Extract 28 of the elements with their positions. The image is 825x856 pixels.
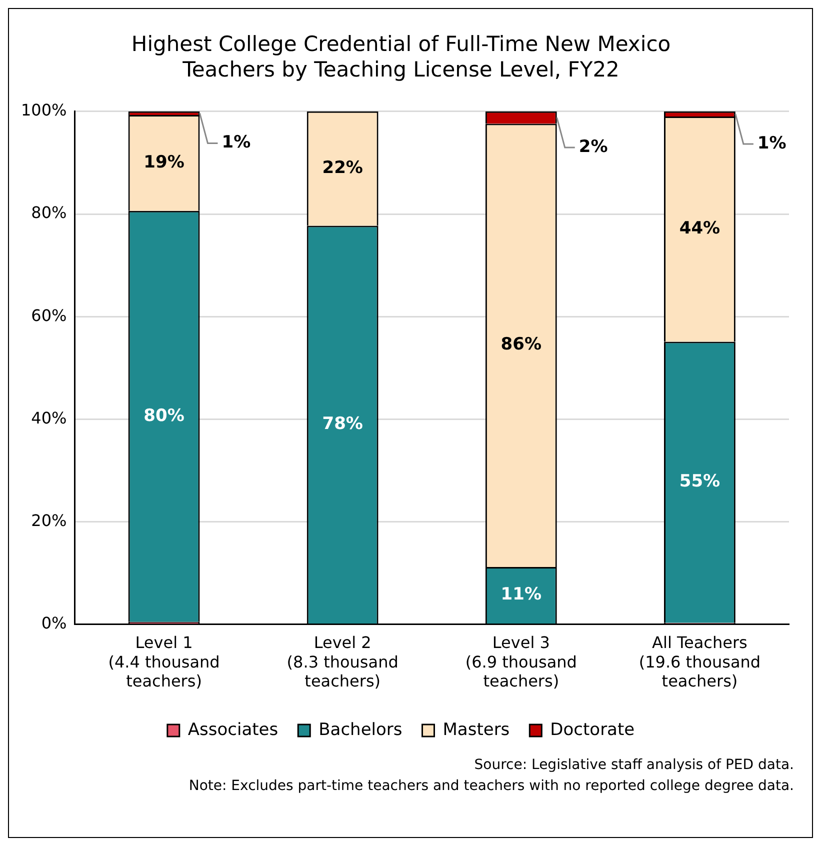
x-tick-label: Level 3 (6.9 thousand teachers): [465, 633, 577, 691]
data-label: 2%: [578, 136, 608, 157]
data-label: 44%: [679, 218, 720, 239]
y-tick-label: 0%: [41, 614, 67, 633]
x-tick-label: All Teachers (19.6 thousand teachers): [638, 633, 761, 691]
data-label: 22%: [322, 158, 363, 178]
data-label: 78%: [322, 414, 363, 434]
x-tick-label: Level 2 (8.3 thousand teachers): [286, 633, 398, 691]
data-label: 11%: [500, 584, 542, 605]
data-label: 19%: [144, 152, 184, 172]
data-label: 80%: [144, 406, 184, 426]
y-tick-label: 40%: [31, 408, 67, 428]
data-label: 86%: [500, 334, 542, 355]
y-tick-label: 80%: [31, 203, 67, 222]
y-tick-label: 60%: [31, 306, 67, 325]
legend-label: Masters: [442, 720, 510, 740]
legend-label: Bachelors: [318, 720, 402, 740]
text: Note: Excludes part-time teachers and teachers with no reported college degree data.: [188, 777, 794, 796]
y-tick-label: 100%: [20, 100, 67, 120]
legend-label: Associates: [188, 720, 278, 740]
x-tick-label: Level 1 (4.4 thousand teachers): [108, 633, 220, 691]
chart-title: Highest College Credential of Full-Time New Mexico Teachers by Teaching License Level, FY22: [131, 32, 671, 82]
y-tick-label: 20%: [31, 510, 67, 530]
data-label: 1%: [757, 133, 786, 154]
data-label: 55%: [679, 472, 720, 492]
legend-label: Doctorate: [550, 720, 635, 740]
source-note: Source: Legislative staff analysis of PED data.: [473, 756, 794, 775]
data-label: 1%: [222, 132, 251, 153]
